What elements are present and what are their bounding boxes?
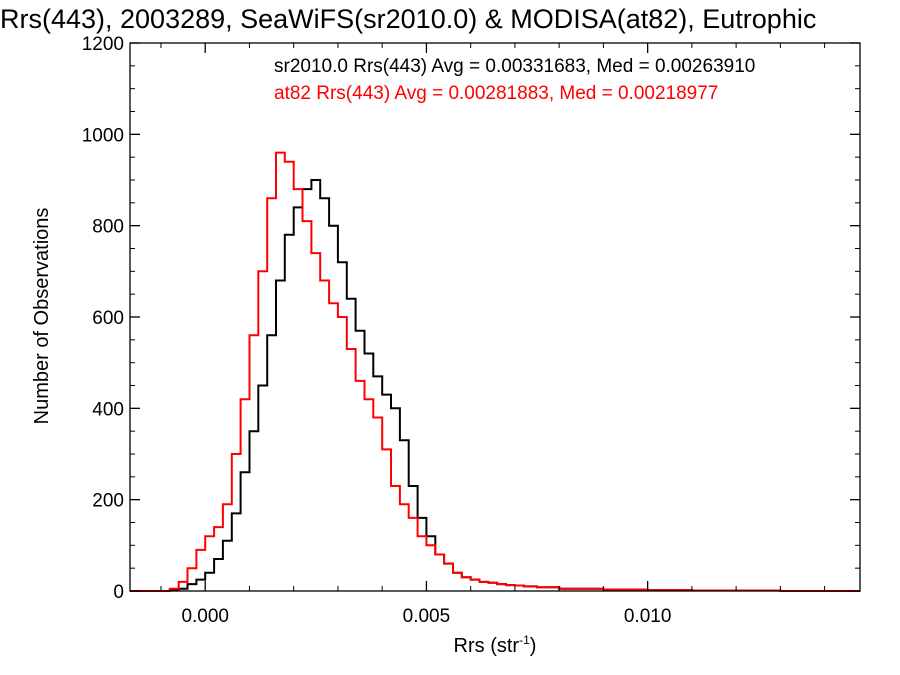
series-layer: [130, 151, 860, 592]
y-tick-label: 1000: [82, 125, 124, 146]
series-line-0: [130, 179, 860, 592]
y-axis-label: Number of Observations: [31, 208, 53, 425]
x-axis-label-close: ): [530, 635, 537, 657]
legend: sr2010.0 Rrs(443) Avg = 0.00331683, Med …: [274, 56, 755, 104]
legend-entry-1: at82 Rrs(443) Avg = 0.00281883, Med = 0.…: [274, 83, 718, 104]
y-tick-label: 400: [92, 399, 124, 420]
x-axis-label-sup: -1: [519, 633, 530, 647]
x-tick-label: 0.000: [181, 606, 229, 627]
x-axis-label: Rrs (str-1): [454, 633, 537, 657]
y-tick-label: 1200: [82, 34, 124, 55]
y-tick-label: 0: [113, 582, 124, 603]
y-tick-label: 600: [92, 308, 124, 329]
x-axis-label-base: Rrs (str: [454, 635, 520, 657]
y-tick-label: 800: [92, 217, 124, 238]
axis-layer: 0 200 400 600 800 1000 1200 0.000 0.005 0.010: [82, 34, 860, 627]
chart-title: Rrs(443), 2003289, SeaWiFS(sr2010.0) & M…: [0, 4, 816, 34]
series-line-1: [130, 151, 860, 592]
x-tick-label: 0.005: [403, 606, 451, 627]
plot-frame: [129, 42, 861, 592]
x-tick-label: 0.010: [624, 606, 672, 627]
legend-entry-0: sr2010.0 Rrs(443) Avg = 0.00331683, Med …: [274, 56, 755, 77]
y-tick-label: 200: [92, 491, 124, 512]
